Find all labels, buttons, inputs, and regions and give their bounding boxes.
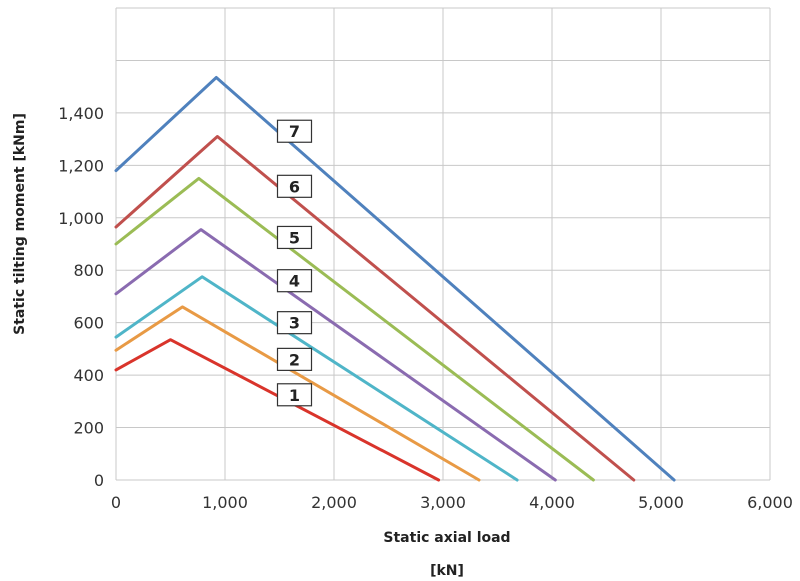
y-tick-label: 1,200	[58, 156, 104, 175]
series-label-2: 2	[276, 347, 313, 371]
y-tick-label: 400	[73, 366, 104, 385]
series-label-4: 4	[276, 269, 313, 293]
x-tick-label: 0	[111, 493, 121, 512]
y-axis-title: Static tilting moment [kNm]	[12, 113, 28, 335]
series-label-box	[276, 174, 313, 198]
x-axis-title: Static axial load	[383, 530, 510, 546]
x-axis-unit: [kN]	[430, 563, 464, 579]
series-line-1	[114, 338, 441, 482]
series-labels: 1 2 3 4 5 6 7	[276, 119, 313, 407]
series-label-7: 7	[276, 119, 313, 143]
series-line-7	[114, 76, 676, 482]
x-tick-label: 5,000	[638, 493, 684, 512]
series-label-text: 1	[289, 386, 300, 405]
x-tick-label: 2,000	[311, 493, 357, 512]
series-label-5: 5	[276, 225, 313, 250]
series-line-2	[114, 305, 481, 482]
series-line-3	[114, 275, 519, 482]
series-label-text: 7	[289, 122, 300, 141]
series-label-text: 3	[289, 314, 300, 333]
x-tick-label: 3,000	[420, 493, 466, 512]
series-label-box	[276, 347, 313, 371]
series-lines	[114, 76, 676, 482]
y-tick-label: 800	[73, 261, 104, 280]
series-label-box	[276, 269, 313, 293]
y-tick-label: 1,400	[58, 104, 104, 123]
y-axis-ticks: 0 200 400 600 800 1,000 1,200 1,400	[58, 104, 104, 490]
y-tick-label: 1,000	[58, 209, 104, 228]
x-tick-label: 4,000	[529, 493, 575, 512]
series-line-5	[114, 176, 595, 482]
series-line-6	[114, 135, 636, 482]
x-axis-ticks: 0 1,000 2,000 3,000 4,000 5,000 6,000	[111, 493, 793, 512]
series-label-6: 6	[276, 174, 313, 198]
series-line-4	[114, 228, 557, 482]
series-label-3: 3	[276, 311, 313, 335]
y-tick-label: 200	[73, 419, 104, 438]
series-label-1: 1	[276, 383, 313, 407]
series-label-box	[276, 383, 313, 407]
series-label-text: 4	[289, 272, 300, 291]
series-label-text: 6	[289, 177, 300, 196]
series-label-box	[276, 311, 313, 335]
series-label-box	[276, 225, 313, 250]
y-tick-label: 0	[94, 471, 104, 490]
grid	[115, 7, 771, 481]
x-tick-label: 1,000	[202, 493, 248, 512]
series-label-text: 2	[289, 350, 300, 369]
y-tick-label: 600	[73, 314, 104, 333]
series-label-box	[276, 119, 313, 143]
x-tick-label: 6,000	[747, 493, 793, 512]
series-label-text: 5	[289, 228, 300, 247]
